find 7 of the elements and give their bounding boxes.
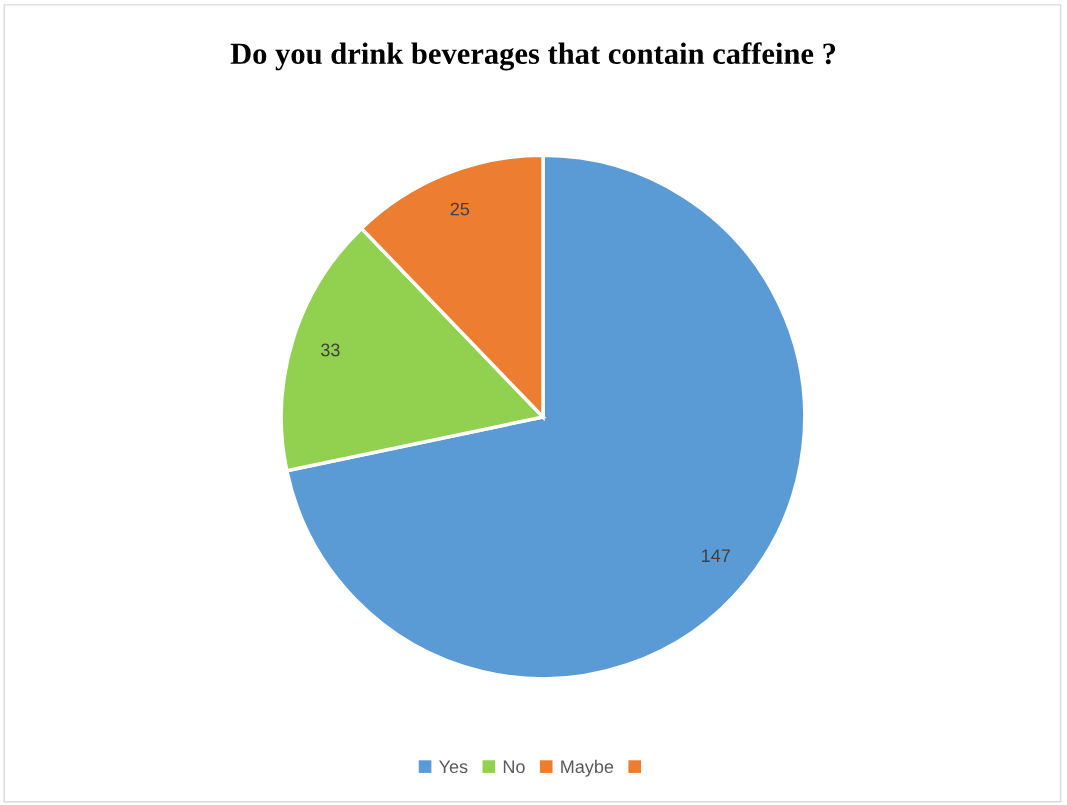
data-label: 25 [450,202,470,216]
data-label: 33 [321,343,340,357]
data-label: 147 [702,549,730,562]
legend-label: No [503,760,525,774]
chart-title: Do you drink beverages that contain caffeine ? [230,42,836,71]
legend-label: Yes [439,760,468,774]
legend-label: Maybe [561,759,614,777]
